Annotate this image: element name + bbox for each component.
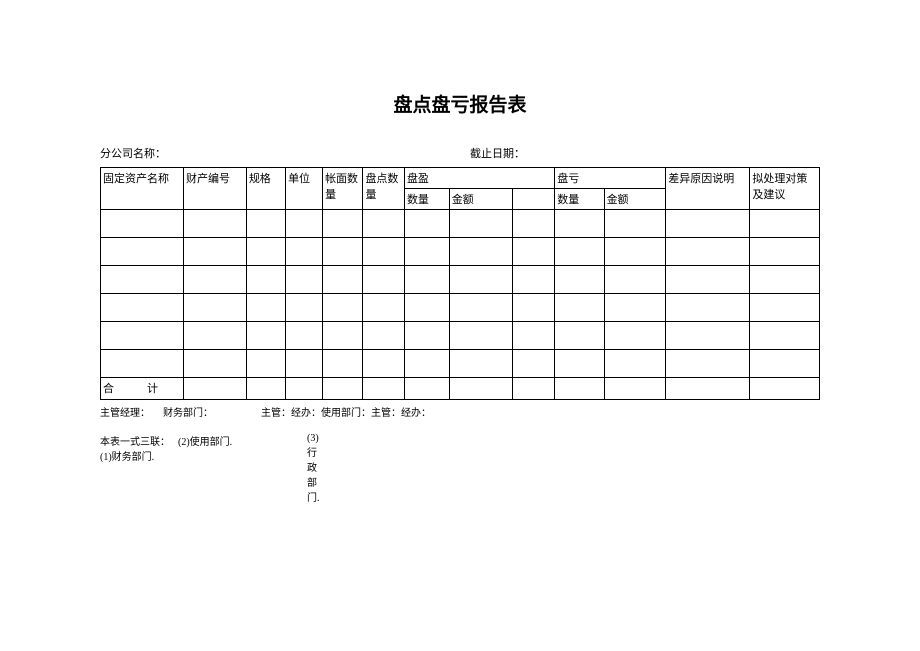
table-row [101,350,820,378]
table-row [101,322,820,350]
supervisor-label: 主管：经办：使用部门：主管：经办： [261,404,506,419]
col-shortage-qty: 数量 [555,189,604,210]
col-spec: 规格 [246,168,285,210]
finance-label: 财务部门： [163,404,261,419]
col-unit: 单位 [286,168,323,210]
deadline-label: 截止日期： [470,145,820,161]
col-diff-reason: 差异原因说明 [666,168,750,210]
copies-note: 本表一式三联：(1)财务部门. (2)使用部门. (3)行政部门. [100,433,820,504]
meta-row: 分公司名称： 截止日期： [100,145,820,161]
table-row [101,210,820,238]
col-shortage-amount: 金额 [604,189,666,210]
col-surplus: 盘盈 [404,168,554,189]
col-surplus-qty: 数量 [404,189,449,210]
col-property-no: 财产编号 [184,168,247,210]
col-asset-name: 固定资产名称 [101,168,184,210]
manager-label: 主管经理： [100,404,163,419]
col-surplus-amount: 金额 [449,189,512,210]
col-suggestion: 拟处理对策及建议 [750,168,820,210]
col-count-qty: 盘点数量 [363,168,405,210]
total-row: 合 计 [101,378,820,400]
col-surplus-blank [512,189,555,210]
total-label: 合 计 [101,378,184,400]
report-table: 固定资产名称 财产编号 规格 单位 帐面数量 盘点数量 盘盈 盘亏 差异原因说明… [100,167,820,400]
copies-note-1: 本表一式三联：(1)财务部门. [100,433,178,504]
table-row [101,294,820,322]
table-row [101,266,820,294]
copies-note-3: (3)行政部门. [307,433,308,504]
copies-note-2: (2)使用部门. [178,433,307,504]
header-row-1: 固定资产名称 财产编号 规格 单位 帐面数量 盘点数量 盘盈 盘亏 差异原因说明… [101,168,820,189]
table-row [101,238,820,266]
company-label: 分公司名称： [100,145,470,161]
col-shortage: 盘亏 [555,168,666,189]
page-title: 盘点盘亏报告表 [100,90,820,117]
col-book-qty: 帐面数量 [323,168,363,210]
signature-row: 主管经理： 财务部门： 主管：经办：使用部门：主管：经办： [100,404,820,419]
